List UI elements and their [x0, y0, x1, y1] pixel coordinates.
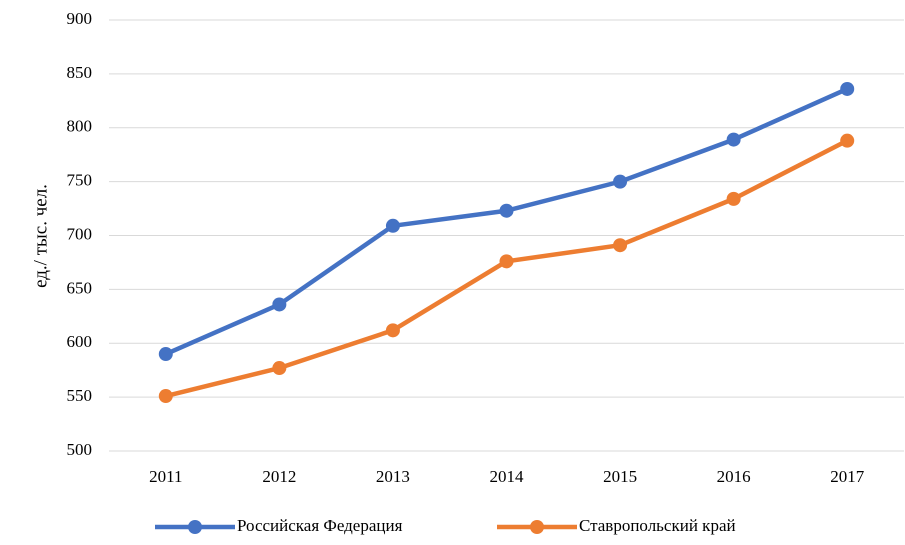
legend-marker — [188, 520, 202, 534]
data-point — [840, 81, 855, 96]
y-tick-label: 900 — [67, 9, 93, 28]
y-tick-label: 750 — [67, 171, 93, 190]
data-point — [385, 323, 400, 338]
legend-marker — [530, 520, 544, 534]
x-tick-label: 2015 — [603, 467, 637, 486]
y-axis-label: ед./ тыс. чел. — [30, 184, 51, 288]
data-point — [613, 238, 628, 253]
data-point — [613, 174, 628, 189]
data-point — [726, 132, 741, 147]
data-point — [158, 347, 173, 362]
legend-label: Ставропольский край — [579, 516, 736, 535]
y-tick-label: 600 — [67, 332, 93, 351]
x-tick-label: 2016 — [717, 467, 751, 486]
y-tick-label: 550 — [67, 386, 93, 405]
legend-label: Российская Федерация — [237, 516, 403, 535]
y-tick-label: 800 — [67, 117, 93, 136]
x-tick-label: 2013 — [376, 467, 410, 486]
x-tick-label: 2011 — [149, 467, 182, 486]
y-tick-label: 650 — [67, 278, 93, 297]
data-point — [840, 133, 855, 148]
series-line — [164, 86, 849, 357]
x-tick-label: 2014 — [490, 467, 525, 486]
y-tick-label: 500 — [67, 440, 93, 459]
x-tick-label: 2017 — [830, 467, 865, 486]
data-point — [726, 191, 741, 206]
y-tick-label: 850 — [67, 63, 93, 82]
data-point — [499, 203, 514, 218]
data-point — [499, 254, 514, 269]
data-point — [272, 361, 287, 376]
data-point — [158, 389, 173, 404]
data-point — [272, 297, 287, 312]
series-line — [165, 138, 849, 399]
data-point — [385, 218, 400, 233]
y-tick-label: 700 — [67, 224, 93, 243]
x-tick-label: 2012 — [262, 467, 296, 486]
